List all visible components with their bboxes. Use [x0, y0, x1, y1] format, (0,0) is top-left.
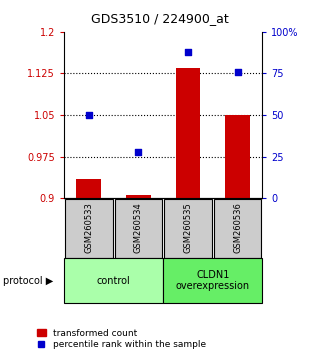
Text: GDS3510 / 224900_at: GDS3510 / 224900_at — [91, 12, 229, 25]
Point — [136, 149, 141, 154]
Point — [86, 112, 92, 118]
Text: GSM260536: GSM260536 — [233, 202, 242, 252]
Legend: transformed count, percentile rank within the sample: transformed count, percentile rank withi… — [36, 329, 206, 349]
Point — [235, 69, 240, 75]
Bar — [214, 199, 261, 258]
Point — [186, 49, 191, 55]
Bar — [126, 195, 151, 198]
Text: GSM260534: GSM260534 — [134, 202, 143, 252]
Text: GSM260535: GSM260535 — [183, 202, 193, 252]
Bar — [64, 258, 163, 303]
Bar — [76, 179, 101, 198]
Bar — [164, 199, 212, 258]
Text: control: control — [97, 275, 131, 286]
Text: GSM260533: GSM260533 — [84, 202, 93, 252]
Bar — [225, 115, 250, 198]
Bar — [163, 258, 262, 303]
Text: CLDN1
overexpression: CLDN1 overexpression — [176, 270, 250, 291]
Bar — [65, 199, 113, 258]
Bar — [115, 199, 162, 258]
Bar — [176, 68, 200, 198]
Text: protocol ▶: protocol ▶ — [3, 275, 53, 286]
